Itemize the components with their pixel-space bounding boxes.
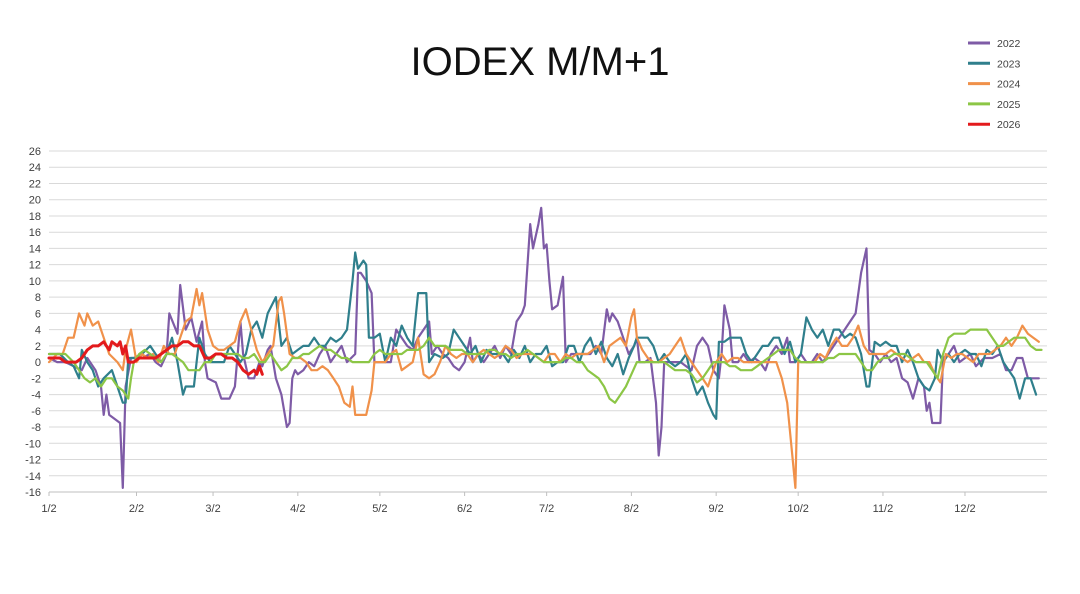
x-tick-label: 10/2 xyxy=(787,503,808,515)
x-tick-label: 11/2 xyxy=(873,503,894,515)
legend-label-2022: 2022 xyxy=(997,38,1021,50)
series-line-2023 xyxy=(47,251,1038,420)
legend-label-2025: 2025 xyxy=(997,99,1021,111)
y-tick-label: 22 xyxy=(29,178,41,190)
x-tick-label: 6/2 xyxy=(457,503,472,515)
chart-title: IODEX M/M+1 xyxy=(410,40,670,84)
x-tick-label: 4/2 xyxy=(290,503,305,515)
y-tick-label: 8 xyxy=(35,292,41,304)
y-tick-label: 16 xyxy=(29,227,41,239)
x-tick-label: 2/2 xyxy=(129,503,144,515)
y-tick-label: -12 xyxy=(25,455,41,467)
y-tick-label: 18 xyxy=(29,211,41,223)
y-tick-label: 20 xyxy=(29,195,41,207)
series-line-2026 xyxy=(47,340,264,376)
y-tick-label: -10 xyxy=(25,438,41,450)
y-tick-label: -6 xyxy=(31,406,41,418)
y-tick-label: -2 xyxy=(31,373,41,385)
y-tick-label: -16 xyxy=(25,487,41,499)
legend-label-2023: 2023 xyxy=(997,58,1021,70)
y-tick-label: 6 xyxy=(35,308,41,320)
legend-label-2026: 2026 xyxy=(997,119,1021,131)
axes: -16-14-12-10-8-6-4-202468101214161820222… xyxy=(25,146,1047,515)
y-tick-label: -14 xyxy=(25,471,41,483)
y-tick-label: -4 xyxy=(31,390,41,402)
grid xyxy=(49,150,1047,493)
legend: 2022 2023 2024 2025 2026 xyxy=(968,38,1021,131)
series-line-2022 xyxy=(47,206,1040,489)
series-line-2025 xyxy=(47,328,1043,404)
series xyxy=(47,206,1043,489)
x-tick-label: 7/2 xyxy=(539,503,554,515)
series-line-2024 xyxy=(47,287,1040,489)
x-tick-label: 12/2 xyxy=(954,503,975,515)
y-tick-label: 0 xyxy=(35,357,41,369)
x-tick-label: 5/2 xyxy=(372,503,387,515)
y-tick-label: 10 xyxy=(29,276,41,288)
y-tick-label: 2 xyxy=(35,341,41,353)
y-tick-label: 24 xyxy=(29,162,41,174)
y-tick-label: 12 xyxy=(29,260,41,272)
y-tick-label: -8 xyxy=(31,422,41,434)
y-tick-label: 26 xyxy=(29,146,41,158)
x-tick-label: 3/2 xyxy=(205,503,220,515)
x-tick-label: 9/2 xyxy=(709,503,724,515)
x-tick-label: 8/2 xyxy=(624,503,639,515)
legend-label-2024: 2024 xyxy=(997,79,1021,91)
x-tick-label: 1/2 xyxy=(41,503,56,515)
y-tick-label: 14 xyxy=(29,243,41,255)
y-tick-label: 4 xyxy=(35,325,41,337)
